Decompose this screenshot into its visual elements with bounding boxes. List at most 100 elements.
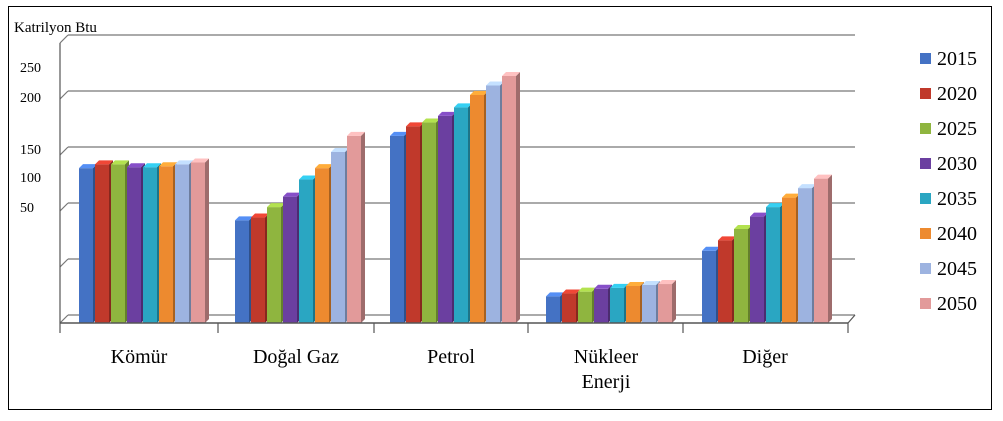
bar-top bbox=[390, 131, 408, 136]
bar bbox=[486, 81, 504, 323]
bar-top bbox=[798, 184, 816, 189]
bar-top bbox=[283, 192, 301, 197]
bar-top bbox=[422, 118, 440, 123]
bar bbox=[79, 164, 97, 323]
bar bbox=[594, 284, 612, 323]
legend-label: 2015 bbox=[937, 48, 977, 70]
y-axis-label: Katrilyon Btu bbox=[14, 20, 97, 36]
legend-swatch bbox=[920, 158, 931, 169]
y-tick-label: 50 bbox=[20, 201, 34, 216]
legend-swatch bbox=[920, 88, 931, 99]
bar bbox=[235, 216, 253, 323]
bar-front bbox=[718, 240, 732, 323]
bar-front bbox=[127, 167, 141, 323]
legend-label: 2040 bbox=[937, 223, 977, 245]
bar-top bbox=[814, 174, 832, 179]
bar-top bbox=[734, 224, 752, 229]
bar-front bbox=[299, 179, 313, 323]
bar-front bbox=[486, 85, 500, 323]
bar-side bbox=[205, 158, 209, 323]
x-tick-label: Doğal Gaz bbox=[253, 346, 339, 368]
bar bbox=[502, 72, 520, 323]
bar bbox=[814, 174, 832, 323]
bar-front bbox=[502, 76, 516, 323]
legend-item: 2050 bbox=[920, 293, 977, 315]
bar-side bbox=[516, 72, 520, 323]
bar-front bbox=[750, 216, 764, 323]
gridline-side bbox=[59, 34, 69, 44]
bar-top bbox=[470, 91, 488, 95]
x-tick-label: Nükleer bbox=[574, 346, 639, 368]
bar-front bbox=[406, 126, 420, 323]
bars-layer bbox=[79, 72, 832, 324]
legend-item: 2025 bbox=[920, 118, 977, 140]
bar bbox=[782, 193, 800, 323]
bar bbox=[159, 162, 177, 323]
bar-top bbox=[175, 160, 193, 165]
bar bbox=[299, 175, 317, 323]
bar bbox=[642, 281, 660, 323]
bar-top bbox=[438, 111, 456, 116]
x-tick-label: Diğer bbox=[742, 346, 788, 368]
bar-top bbox=[782, 193, 800, 198]
legend-item: 2020 bbox=[920, 83, 977, 105]
bar bbox=[251, 213, 269, 323]
bar bbox=[315, 164, 333, 323]
bar-top bbox=[111, 160, 129, 165]
bar-front bbox=[658, 284, 672, 323]
bar-front bbox=[347, 135, 361, 323]
legend-label: 2045 bbox=[937, 258, 977, 280]
bar-front bbox=[315, 168, 329, 323]
bar-front bbox=[734, 228, 748, 323]
bar-top bbox=[626, 281, 644, 286]
bar-front bbox=[331, 152, 345, 323]
bar-front bbox=[782, 197, 796, 323]
bar-side bbox=[672, 280, 676, 323]
bar-front bbox=[610, 287, 624, 323]
bar bbox=[702, 246, 720, 323]
bar-front bbox=[283, 196, 297, 323]
bar bbox=[127, 163, 145, 323]
bar-top bbox=[347, 131, 365, 136]
bar-front bbox=[798, 188, 812, 323]
bar-top bbox=[331, 148, 349, 152]
bar bbox=[718, 236, 736, 323]
bar-top bbox=[610, 283, 628, 288]
bar bbox=[454, 103, 472, 323]
bar-front bbox=[159, 166, 173, 323]
legend-swatch bbox=[920, 228, 931, 239]
bar-front bbox=[267, 207, 281, 323]
y-tick-label: 250 bbox=[20, 61, 41, 76]
bar bbox=[422, 118, 440, 323]
bar-front bbox=[814, 178, 828, 323]
bar bbox=[438, 111, 456, 324]
bar bbox=[626, 281, 644, 323]
axis-layer: 50 100 150 200 250 Kömür Doğal Gaz Petrol Nüklee… bbox=[20, 43, 856, 393]
bar-top bbox=[454, 103, 472, 108]
bar bbox=[406, 122, 424, 323]
bar-top bbox=[562, 289, 580, 294]
gridline-side bbox=[59, 90, 69, 100]
bar bbox=[546, 292, 564, 323]
bar bbox=[331, 148, 349, 323]
legend-item: 2030 bbox=[920, 153, 977, 175]
bar bbox=[578, 287, 596, 323]
bar-top bbox=[406, 122, 424, 127]
bar-front bbox=[111, 164, 125, 323]
legend-item: 2035 bbox=[920, 188, 977, 210]
bar-front bbox=[191, 162, 205, 323]
legend-swatch bbox=[920, 298, 931, 309]
legend-layer: 2015 2020 2025 2030 2035 2040 2045 2050 bbox=[920, 48, 977, 315]
gridline-side bbox=[59, 314, 69, 324]
bar bbox=[470, 91, 488, 323]
bar-top bbox=[502, 72, 520, 76]
bar bbox=[143, 163, 161, 323]
legend-swatch bbox=[920, 53, 931, 64]
legend-swatch bbox=[920, 123, 931, 134]
legend-label: 2050 bbox=[937, 293, 977, 315]
bar-top bbox=[766, 203, 784, 208]
bar-top bbox=[750, 212, 768, 217]
y-tick-label: 150 bbox=[20, 143, 41, 158]
bar-front bbox=[235, 220, 249, 323]
bar-front bbox=[143, 167, 157, 323]
